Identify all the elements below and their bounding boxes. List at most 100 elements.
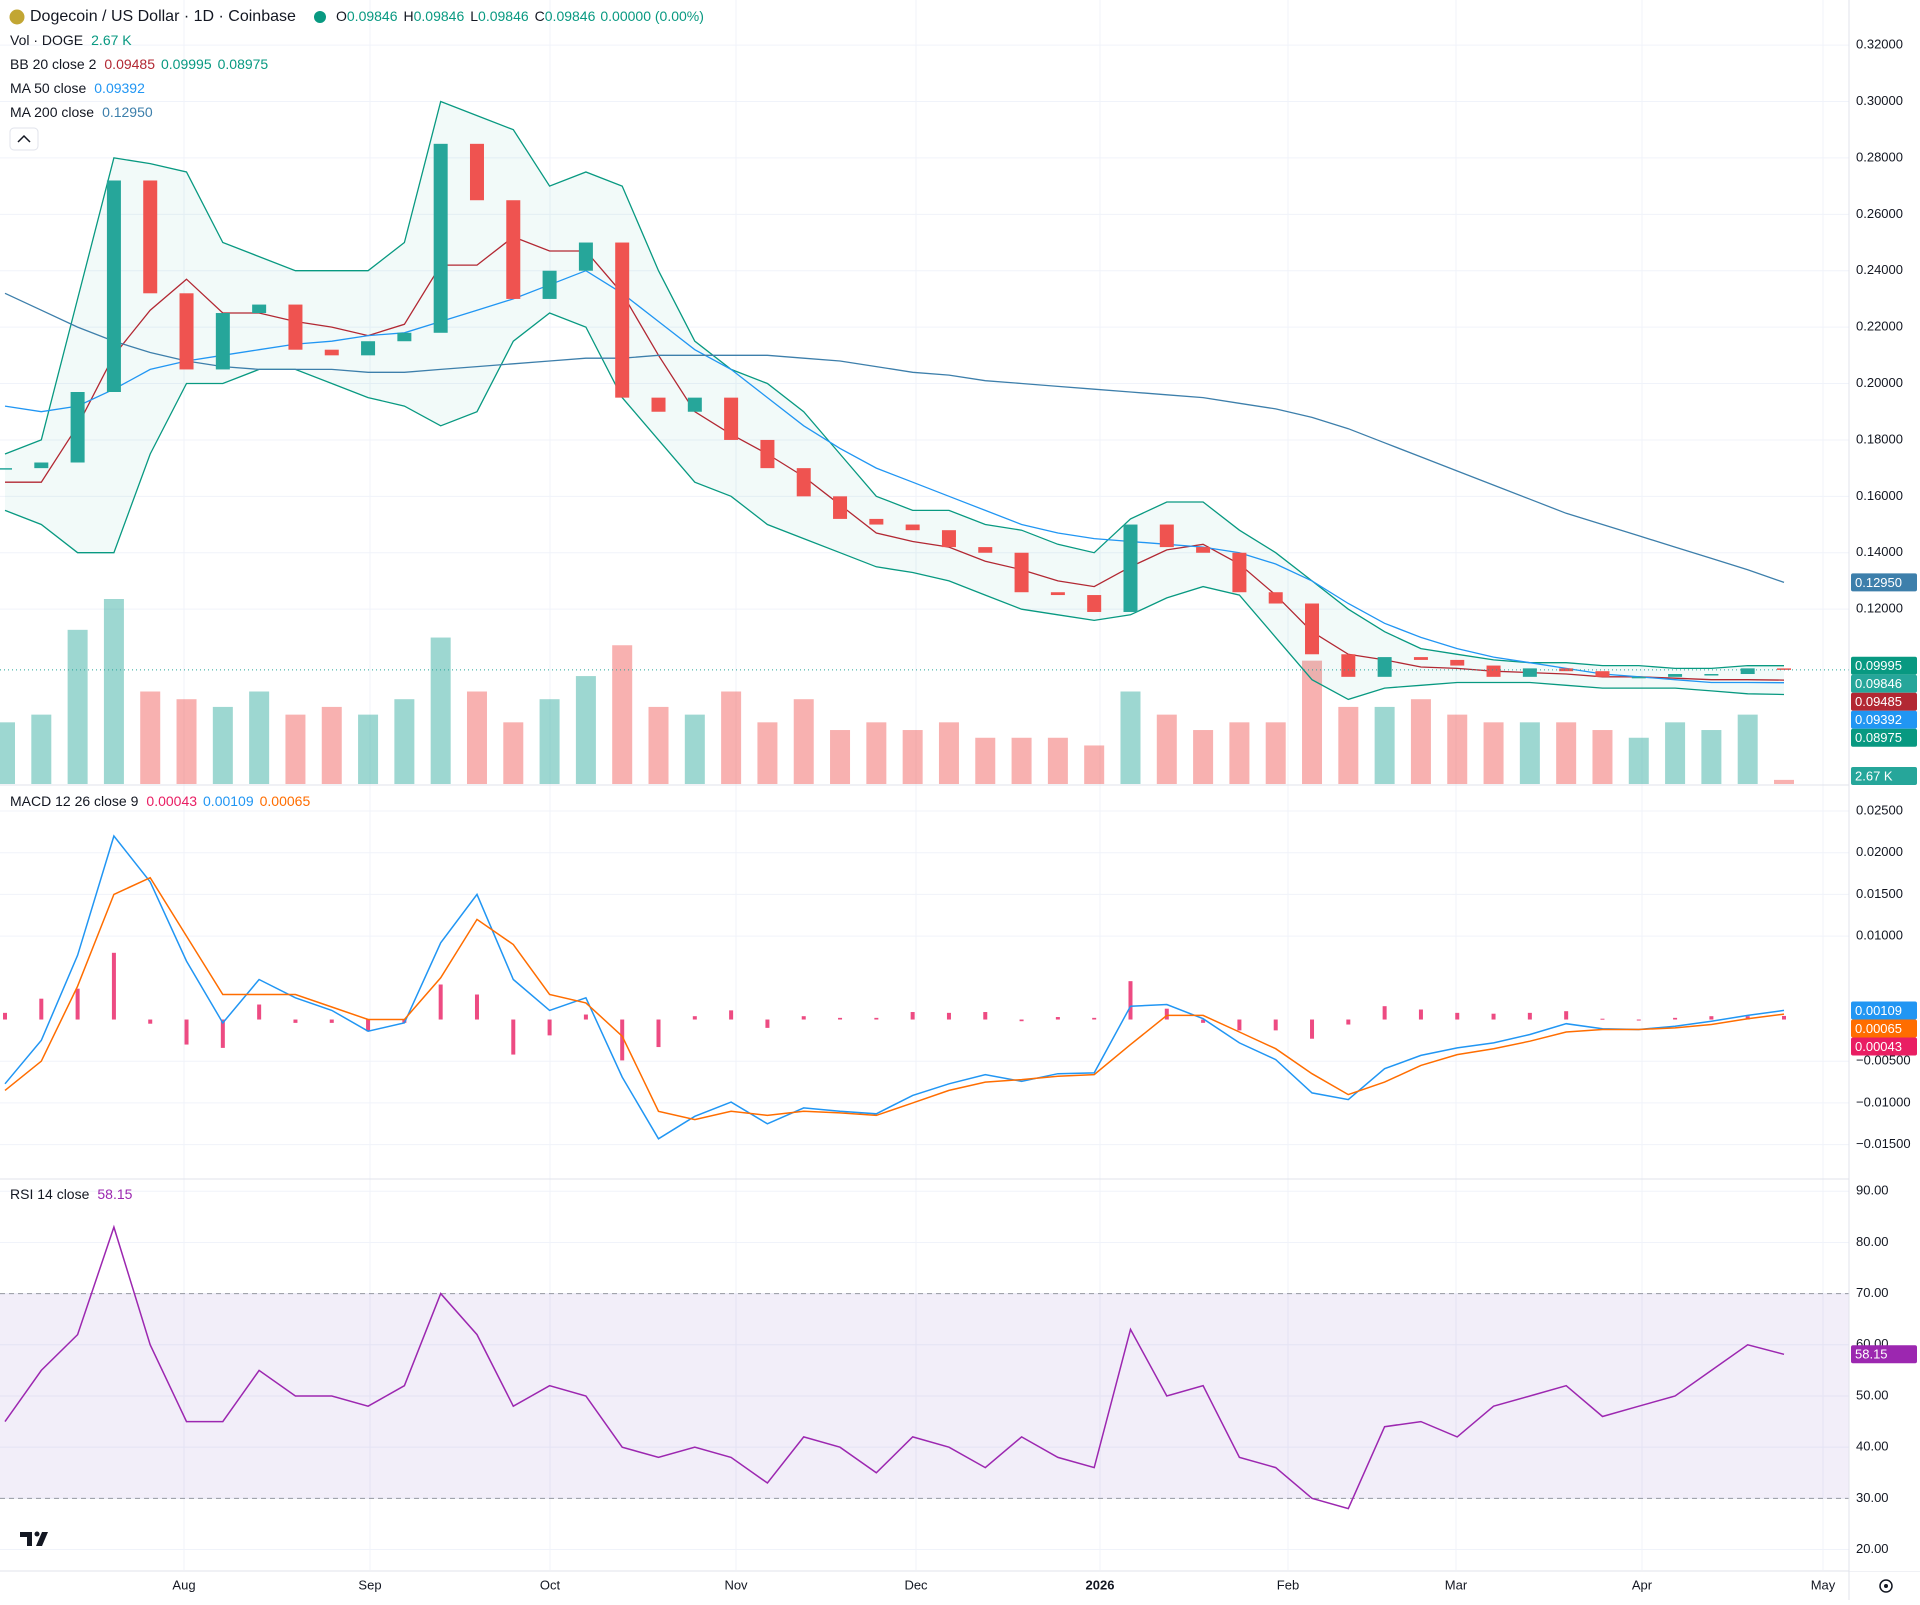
legend: Dogecoin / US Dollar · 1D · Coinbase O 0.…: [9, 8, 704, 1202]
candle: [760, 439, 775, 469]
ohlc-key: H: [404, 8, 414, 24]
ohlc-key: L: [470, 8, 478, 24]
volume-bar: [575, 676, 596, 784]
macd-histogram-bar: [946, 1012, 951, 1020]
market-status[interactable]: [314, 11, 326, 23]
macd-histogram-bar: [1782, 1015, 1786, 1020]
macd-histogram-bar: [620, 1019, 625, 1061]
macd-signal: [4, 876, 1785, 1121]
volume-bar: [793, 699, 814, 784]
ma200-legend: MA 200 close 0.12950: [10, 104, 153, 120]
price-tag-label: 0.00109: [1855, 1003, 1902, 1018]
legend-value: 0.00065: [260, 793, 311, 809]
price-tag-label: 0.08975: [1855, 730, 1902, 745]
macd-histogram-bar: [1455, 1012, 1460, 1020]
y-tick-label: 0.02000: [1856, 844, 1903, 859]
macd-histogram-bar: [75, 988, 80, 1020]
ohlc-key: O: [336, 8, 347, 24]
macd-histogram-bar: [148, 1019, 153, 1024]
candle: [578, 242, 593, 271]
candle: [1704, 674, 1719, 676]
gear-icon: [1879, 1579, 1893, 1593]
price-tag-label: 58.15: [1855, 1347, 1888, 1362]
macd-histogram-bar: [39, 998, 44, 1020]
price-tag-label: 0.09392: [1855, 712, 1902, 727]
price-tag-label: 0.12950: [1855, 575, 1902, 590]
volume-bar: [1193, 730, 1214, 784]
settings-button[interactable]: [1879, 1579, 1893, 1593]
macd-histogram-bar: [874, 1017, 879, 1020]
y-tick-label: 0.24000: [1856, 262, 1903, 277]
legend-name: BB 20 close 2: [10, 56, 97, 72]
legend-value: 0.09485: [104, 56, 155, 72]
candle: [1486, 665, 1501, 677]
macd-histogram-bar: [983, 1012, 988, 1020]
volume-bar: [1229, 722, 1250, 784]
macd-histogram-bar: [220, 1019, 225, 1048]
candle: [1450, 659, 1465, 666]
y-tick-label: 0.01500: [1856, 886, 1903, 901]
macd-histogram-bar: [1310, 1019, 1315, 1039]
collapse-button[interactable]: [9, 127, 39, 151]
volume-bar: [249, 691, 270, 784]
legend-value: 0.08975: [218, 56, 269, 72]
candle: [1159, 524, 1174, 548]
y-tick-label: 0.32000: [1856, 37, 1903, 52]
volume-bar: [212, 706, 233, 784]
volume-bar: [140, 691, 161, 784]
axis: Aug Sep Oct Nov Dec 2026 Feb Mar Apr May 0.12000 0.…: [172, 37, 1917, 1592]
candle: [1232, 552, 1247, 593]
candle: [724, 397, 739, 440]
macd-histogram-bar: [801, 1016, 806, 1020]
candle: [1014, 552, 1029, 593]
y-tick-label: −0.00500: [1856, 1053, 1911, 1068]
candle: [361, 341, 376, 356]
volume-bar: [1447, 714, 1468, 784]
y-tick-label: −0.01000: [1856, 1094, 1911, 1109]
time-label: May: [1811, 1577, 1836, 1592]
volume-bar: [1774, 779, 1794, 784]
y-tick-label: 0.12000: [1856, 601, 1903, 616]
candle: [687, 397, 702, 412]
legend-value: 0.12950: [102, 104, 153, 120]
y-tick-label: 0.14000: [1856, 544, 1903, 559]
candle: [941, 530, 956, 548]
ohlc-key: C: [535, 8, 545, 24]
candle: [978, 547, 993, 553]
macd-histogram-bar: [257, 1004, 262, 1020]
candle: [1522, 668, 1537, 677]
bb-legend: BB 20 close 2 0.09485 0.09995 0.08975: [10, 56, 268, 72]
macd-histogram-bar: [366, 1019, 371, 1032]
y-tick-label: 30.00: [1856, 1490, 1889, 1505]
candle: [397, 332, 412, 342]
volume-bar: [1265, 722, 1286, 784]
macd-histogram-bar: [1273, 1019, 1278, 1031]
volume-bar: [1047, 737, 1068, 784]
volume-bar: [358, 714, 379, 784]
y-tick-label: 80.00: [1856, 1234, 1889, 1249]
bb-fill: [5, 101, 1784, 700]
gear-center: [1884, 1584, 1888, 1588]
ohlc-value: 0.09846: [478, 8, 529, 24]
macd-line: [4, 834, 1785, 1140]
time-label: Mar: [1445, 1577, 1468, 1592]
price-tag: [1851, 710, 1917, 729]
tradingview-logo[interactable]: [20, 1531, 48, 1547]
price-tag: [1851, 573, 1917, 592]
macd-histogram-bar: [1636, 1019, 1641, 1021]
macd-histogram-bar: [910, 1012, 915, 1020]
macd-histogram-bar: [656, 1019, 661, 1048]
volume-bar: [176, 699, 197, 784]
time-label: Feb: [1277, 1577, 1299, 1592]
price-tag: [1851, 656, 1917, 675]
y-tick-label: 0.20000: [1856, 375, 1903, 390]
price-axis: [1849, 0, 1920, 1571]
collapse-icon: [17, 134, 31, 143]
symbol-title: Dogecoin / US Dollar · 1D · Coinbase: [30, 8, 296, 25]
y-tick-label: 90.00: [1856, 1183, 1889, 1198]
y-tick-label: 0.30000: [1856, 93, 1903, 108]
price-tag-label: 0.09846: [1855, 676, 1902, 691]
volume-bar: [1410, 699, 1431, 784]
y-tick-label: 0.26000: [1856, 206, 1903, 221]
